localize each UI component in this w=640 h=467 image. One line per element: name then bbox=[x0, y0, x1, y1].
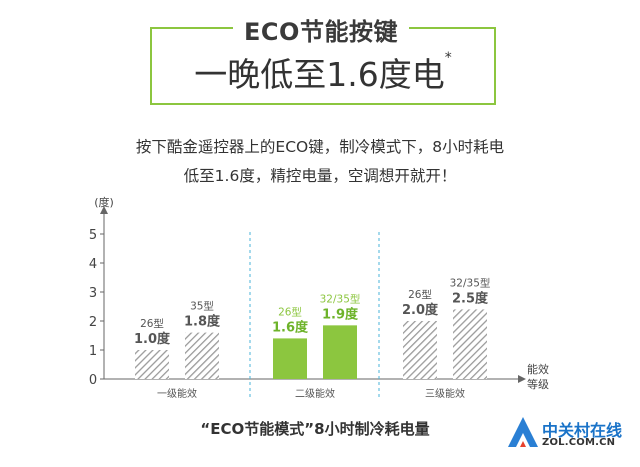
description-line-2: 低至1.6度，精控电量，空调想开就开！ bbox=[183, 167, 457, 185]
description-line-1: 按下酷金遥控器上的ECO键，制冷模式下，8小时耗电 bbox=[135, 138, 505, 156]
y-axis-label: (度) bbox=[94, 195, 114, 209]
bar bbox=[323, 325, 357, 379]
zol-logo: 中关村在线 ZOL.COM.CN bbox=[500, 413, 635, 453]
bar-model-label: 32/35型 bbox=[450, 276, 491, 289]
x-category-label: 三级能效 bbox=[425, 387, 465, 400]
subtitle-footnote-mark: * bbox=[444, 50, 452, 66]
bar-value-label: 1.0度 bbox=[134, 331, 171, 347]
y-tick-label: 4 bbox=[89, 257, 97, 272]
y-axis-arrow bbox=[100, 206, 108, 214]
zol-logo-icon bbox=[508, 417, 538, 447]
frame-border-right bbox=[409, 27, 494, 29]
title-frame bbox=[150, 27, 496, 105]
page-title: ECO节能按键 bbox=[244, 18, 398, 46]
logo-url: ZOL.COM.CN bbox=[542, 437, 616, 448]
bar bbox=[185, 332, 219, 379]
y-tick-label: 1 bbox=[89, 344, 97, 359]
bar-value-label: 1.9度 bbox=[322, 306, 359, 322]
bar bbox=[403, 321, 437, 379]
x-category-label: 二级能效 bbox=[295, 387, 335, 400]
y-tick-label: 0 bbox=[89, 373, 97, 388]
logo-name: 中关村在线 bbox=[542, 421, 623, 440]
chart-caption: “ECO节能模式”8小时制冷耗电量 bbox=[200, 420, 430, 438]
subtitle-text: 一晚低至1.6度电 bbox=[194, 55, 445, 94]
bar-model-label: 26型 bbox=[408, 288, 432, 301]
page-subtitle: 一晚低至1.6度电* bbox=[150, 48, 496, 96]
bar-model-label: 35型 bbox=[190, 300, 214, 313]
bar-value-label: 1.8度 bbox=[184, 314, 221, 330]
x-axis-label-line1: 能效 bbox=[527, 362, 549, 376]
y-tick-label: 5 bbox=[89, 228, 97, 243]
bar bbox=[135, 350, 169, 379]
bar-model-label: 32/35型 bbox=[320, 292, 361, 305]
x-axis-arrow bbox=[518, 375, 526, 383]
x-axis-label-line2: 等级 bbox=[527, 377, 549, 391]
y-tick-label: 2 bbox=[89, 315, 97, 330]
x-category-label: 一级能效 bbox=[157, 387, 197, 400]
y-tick-label: 3 bbox=[89, 286, 97, 301]
bar-model-label: 26型 bbox=[278, 305, 302, 318]
bar-value-label: 2.0度 bbox=[402, 302, 439, 318]
bar-value-label: 2.5度 bbox=[452, 290, 489, 306]
bar-value-label: 1.6度 bbox=[272, 319, 309, 335]
bar bbox=[273, 338, 307, 379]
bar-model-label: 26型 bbox=[140, 317, 164, 330]
bar bbox=[453, 309, 487, 379]
frame-border-left bbox=[150, 27, 233, 29]
